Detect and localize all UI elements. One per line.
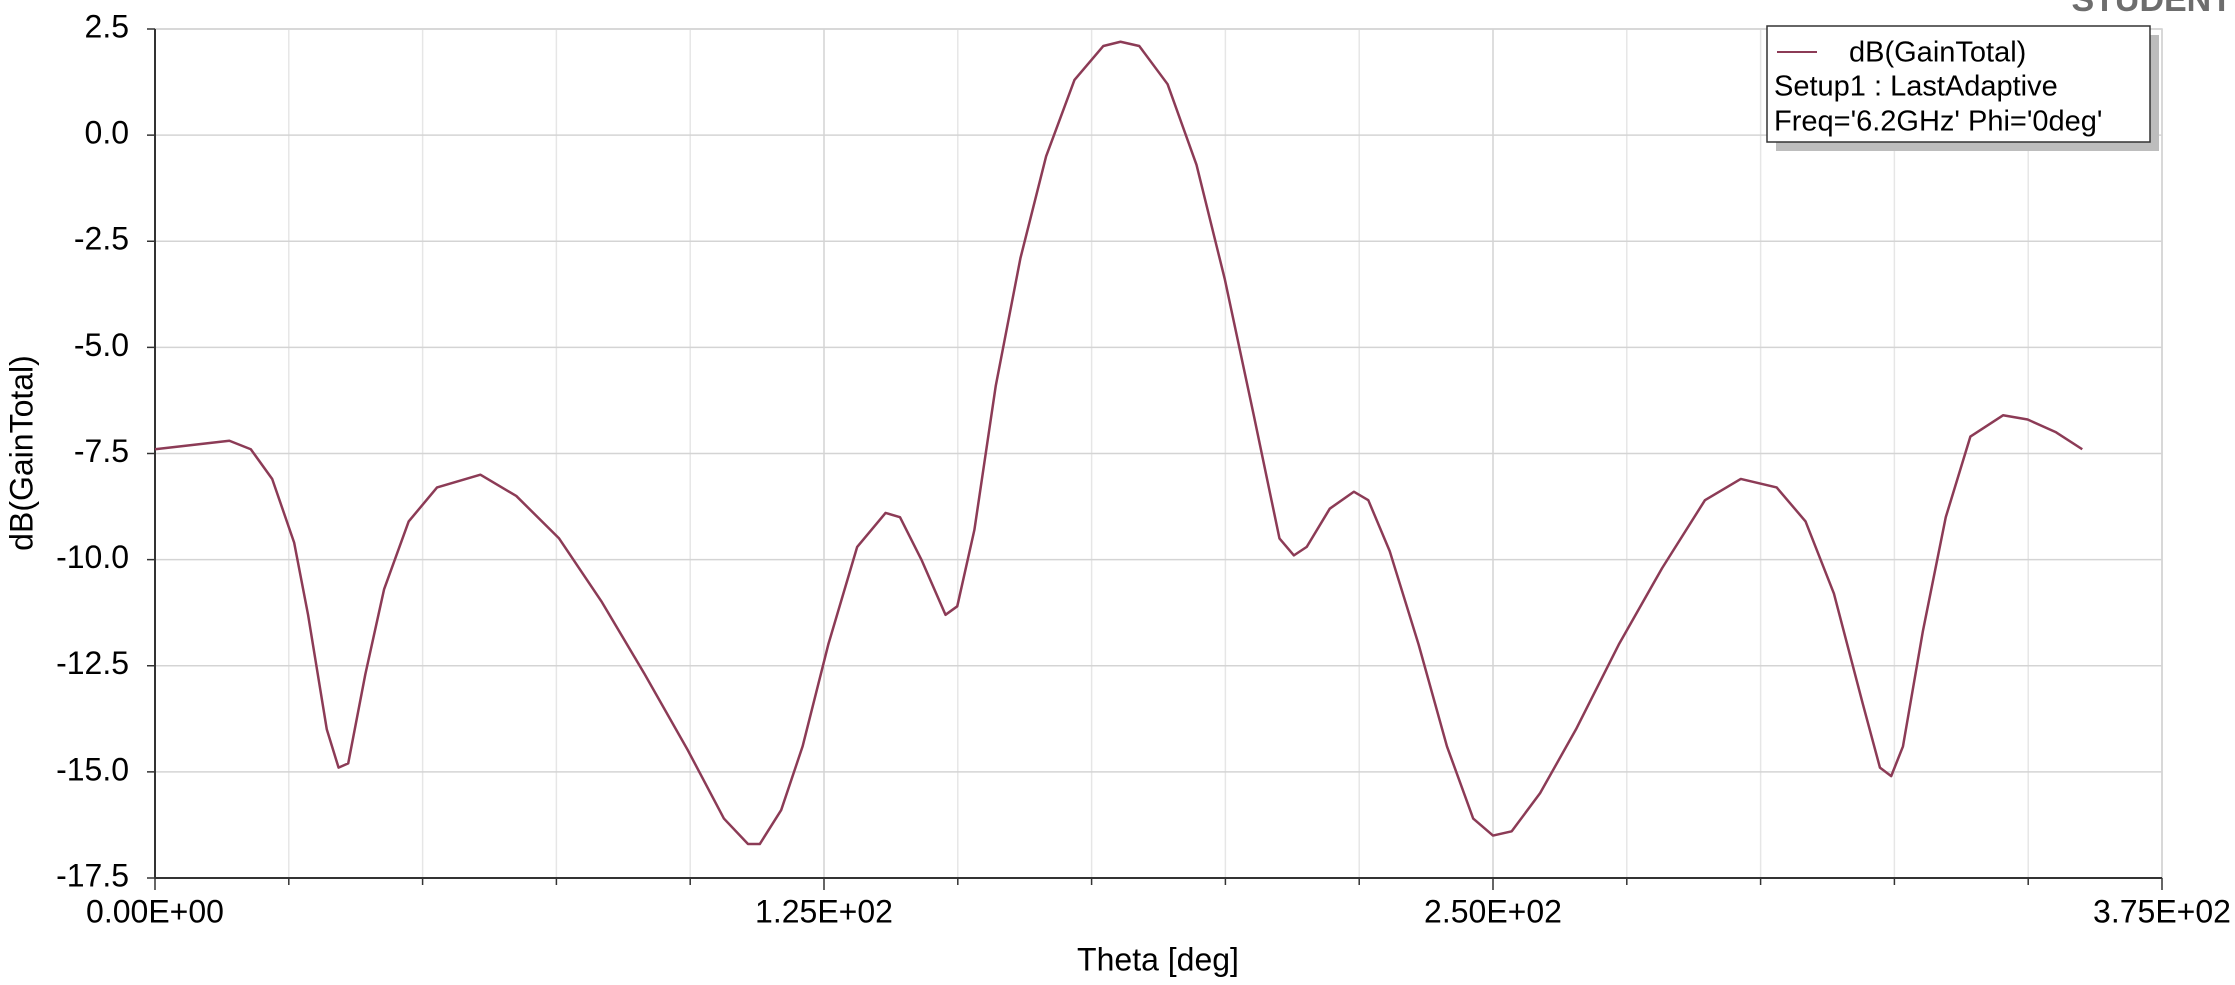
y-tick-label: -17.5 — [56, 857, 129, 893]
y-tick-label: 2.5 — [85, 8, 129, 44]
data-line — [154, 40, 2083, 846]
y-tick-label: 0.0 — [85, 115, 129, 151]
y-tick-label: -12.5 — [56, 645, 129, 681]
y-axis-label: dB(GainTotal) — [3, 355, 39, 551]
legend-text: Freq='6.2GHz' Phi='0deg' — [1774, 106, 2102, 138]
x-axis-label: Theta [deg] — [1077, 941, 1239, 977]
legend — [1766, 25, 2151, 143]
x-tick-label: 2.50E+02 — [1424, 893, 1562, 929]
x-tick-label: 0.00E+00 — [86, 893, 224, 929]
y-tick-label: -5.0 — [74, 327, 129, 363]
legend-label: dB(GainTotal) — [1849, 37, 2026, 69]
y-tick-label: -7.5 — [74, 433, 129, 469]
x-tick-label: 3.75E+02 — [2093, 893, 2231, 929]
legend-text: Setup1 : LastAdaptive — [1774, 71, 2058, 103]
watermark: STUDENT — [2071, 0, 2232, 19]
y-tick-label: -10.0 — [56, 539, 129, 575]
x-tick-label: 1.25E+02 — [755, 893, 893, 929]
y-tick-label: -15.0 — [56, 751, 129, 787]
y-tick-label: -2.5 — [74, 221, 129, 257]
